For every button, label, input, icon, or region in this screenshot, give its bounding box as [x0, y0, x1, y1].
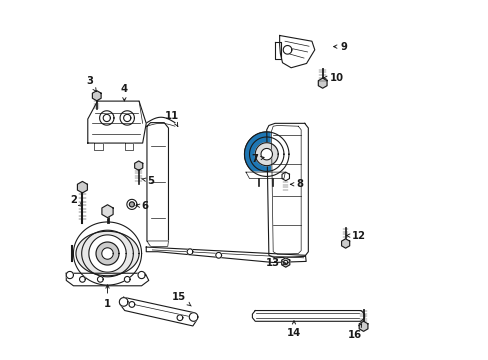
Polygon shape: [245, 172, 285, 179]
Text: 7: 7: [251, 154, 264, 164]
Polygon shape: [120, 297, 196, 326]
Polygon shape: [261, 148, 272, 160]
Polygon shape: [89, 235, 126, 272]
Polygon shape: [97, 276, 103, 282]
Polygon shape: [138, 271, 145, 279]
Polygon shape: [255, 143, 278, 166]
Polygon shape: [359, 321, 367, 331]
Polygon shape: [119, 298, 128, 306]
Polygon shape: [146, 247, 305, 262]
Polygon shape: [94, 143, 102, 150]
Polygon shape: [96, 242, 119, 265]
Polygon shape: [66, 273, 148, 286]
Polygon shape: [282, 172, 289, 181]
Polygon shape: [126, 199, 137, 210]
Polygon shape: [341, 239, 349, 248]
Polygon shape: [76, 231, 139, 276]
Polygon shape: [102, 248, 113, 259]
Polygon shape: [318, 78, 326, 88]
Polygon shape: [279, 36, 314, 68]
Polygon shape: [189, 313, 198, 321]
Polygon shape: [102, 205, 113, 218]
Polygon shape: [281, 258, 289, 267]
Polygon shape: [275, 42, 281, 59]
Text: 12: 12: [346, 231, 366, 240]
Polygon shape: [271, 126, 301, 254]
Polygon shape: [244, 132, 288, 176]
Polygon shape: [147, 241, 168, 246]
Polygon shape: [120, 111, 134, 125]
Text: 9: 9: [333, 42, 347, 51]
Polygon shape: [283, 45, 291, 54]
Polygon shape: [88, 101, 146, 143]
Polygon shape: [80, 276, 85, 282]
Polygon shape: [77, 181, 87, 193]
Polygon shape: [124, 143, 133, 150]
Text: 14: 14: [286, 321, 301, 338]
Polygon shape: [129, 302, 135, 307]
Polygon shape: [244, 132, 288, 176]
Polygon shape: [66, 271, 73, 279]
Polygon shape: [283, 260, 287, 265]
Polygon shape: [103, 114, 110, 122]
Text: 5: 5: [141, 176, 154, 186]
Polygon shape: [134, 161, 142, 170]
Polygon shape: [252, 311, 364, 321]
Polygon shape: [123, 114, 131, 122]
Polygon shape: [215, 252, 221, 258]
Text: 15: 15: [172, 292, 191, 306]
Polygon shape: [249, 137, 284, 171]
Text: 4: 4: [121, 84, 128, 101]
Text: 11: 11: [164, 111, 179, 126]
Polygon shape: [124, 276, 130, 282]
Text: 3: 3: [86, 76, 96, 91]
Text: 13: 13: [265, 258, 285, 268]
Polygon shape: [177, 315, 183, 320]
Text: 2: 2: [71, 195, 82, 207]
Polygon shape: [100, 111, 114, 125]
Text: 8: 8: [290, 179, 303, 189]
Polygon shape: [147, 123, 168, 246]
Polygon shape: [92, 91, 101, 101]
Text: 16: 16: [347, 324, 361, 340]
Polygon shape: [266, 123, 308, 258]
Text: 10: 10: [323, 73, 344, 83]
Text: 1: 1: [104, 285, 111, 309]
Polygon shape: [187, 249, 192, 255]
Text: 6: 6: [136, 201, 148, 211]
Polygon shape: [129, 202, 134, 207]
